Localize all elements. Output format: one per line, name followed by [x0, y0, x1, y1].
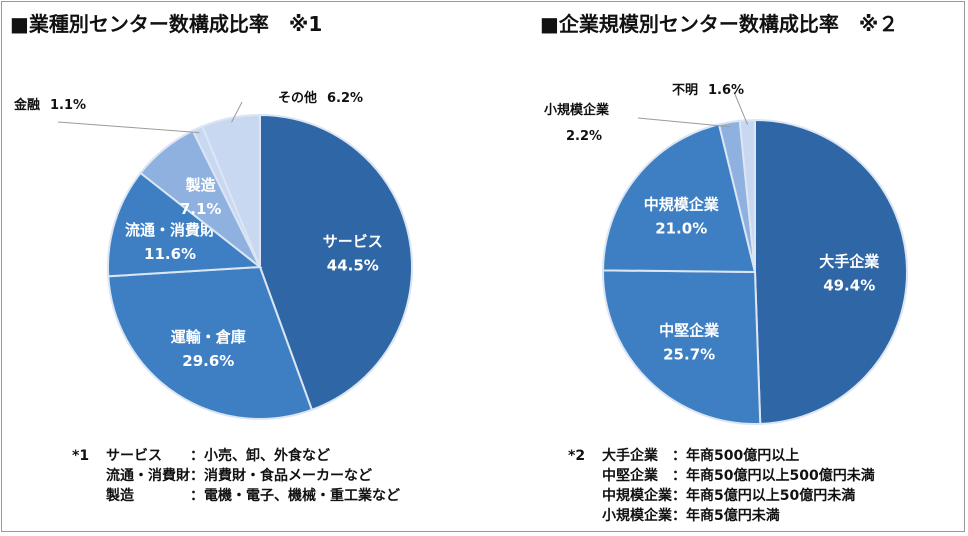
slice-value-label: 1.1%	[50, 98, 86, 113]
slice-value-label: 49.4%	[823, 276, 875, 294]
note-row: *1 サービス ：小売、卸、外食など	[72, 446, 400, 466]
note-row: 流通・消費財 ：消費財・食品メーカーなど	[72, 466, 400, 486]
note-row: 中堅企業 ：年商50億円以上500億円未満	[568, 466, 875, 486]
note-row: 製造 ：電機・電子、機械・重工業など	[72, 486, 400, 506]
pie-slice	[201, 113, 261, 268]
slice-value-label: 44.5%	[327, 257, 379, 275]
note-desc: ：消費財・食品メーカーなど	[190, 468, 372, 484]
leader-line	[733, 91, 749, 125]
note-term: 大手企業	[602, 448, 658, 464]
notes-company-size: *2 大手企業 ：年商500億円以上 中堅企業 ：年商50億円以上500億円未満…	[568, 446, 875, 526]
slice-value-label: 29.6%	[182, 352, 234, 370]
notes-industry: *1 サービス ：小売、卸、外食など 流通・消費財 ：消費財・食品メーカーなど …	[72, 446, 400, 506]
note-desc: ：小売、卸、外食など	[190, 448, 330, 464]
pie-slice	[738, 118, 756, 273]
slice-label: 不明	[672, 83, 698, 98]
note-desc: ：年商50億円以上500億円未満	[672, 468, 875, 484]
note-marker: *1	[72, 448, 90, 464]
leader-line	[231, 101, 243, 123]
slice-value-label: 6.2%	[327, 91, 363, 106]
pie-slice	[259, 113, 413, 412]
slice-value-label: 25.7%	[663, 345, 715, 363]
note-term: 中堅企業	[602, 468, 658, 484]
slice-label: 金融	[13, 97, 40, 113]
note-desc: ：電機・電子、機械・重工業など	[190, 488, 400, 504]
pie-slice	[106, 171, 263, 278]
slice-value-label: 11.6%	[144, 245, 196, 263]
note-row: 中規模企業 ：年商5億円以上50億円未満	[568, 486, 875, 506]
note-term: 中規模企業	[602, 488, 672, 504]
slice-label: 製造	[185, 176, 216, 194]
leader-line	[637, 117, 731, 128]
note-marker: *2	[568, 448, 586, 464]
note-term: サービス	[106, 448, 162, 464]
note-desc: ：年商5億円未満	[672, 508, 780, 524]
note-desc: ：年商5億円以上50億円未満	[672, 488, 856, 504]
slice-label: 流通・消費財	[125, 221, 215, 239]
note-term: 小規模企業	[602, 508, 672, 524]
slice-value-label: 7.1%	[180, 200, 222, 218]
pie-company-size: 大手企業 49.4% 中堅企業 25.7% 中規模企業 21.0% 小規模企業 2.2% 不明 1…	[544, 83, 909, 425]
pie-slice	[601, 123, 757, 274]
slice-label: その他	[278, 90, 317, 106]
pie-industry: サービス 44.5% 運輸・倉庫 29.6% 流通・消費財 11.6% 製造 7.1% 金融 1.…	[13, 90, 413, 420]
note-term: 流通・消費財	[106, 468, 190, 484]
slice-value-label: 21.0%	[655, 219, 707, 237]
leader-line	[57, 121, 200, 134]
pie-slice	[754, 118, 909, 425]
note-desc: ：年商500億円以上	[672, 448, 800, 464]
chart-title-industry: ■業種別センター数構成比率 ※1	[10, 12, 323, 36]
note-term: 製造	[106, 488, 134, 504]
note-row: 小規模企業 ：年商5億円未満	[568, 506, 875, 526]
slice-label: 中規模企業	[644, 195, 720, 213]
slice-label: 小規模企業	[544, 102, 610, 118]
pie-slice	[107, 265, 314, 420]
pie-charts-canvas: サービス 44.5% 運輸・倉庫 29.6% 流通・消費財 11.6% 製造 7.1% 金融 1.…	[13, 83, 909, 425]
slice-label: 運輸・倉庫	[171, 328, 246, 346]
slice-label: 大手企業	[819, 252, 880, 270]
slice-value-label: 2.2%	[566, 129, 602, 144]
slice-value-label: 1.6%	[708, 83, 744, 98]
slice-label: 中堅企業	[659, 321, 720, 339]
pie-slice	[602, 269, 762, 425]
chart-title-company-size: ■企業規模別センター数構成比率 ※２	[540, 12, 899, 36]
slice-label: サービス	[323, 233, 383, 251]
note-row: *2 大手企業 ：年商500億円以上	[568, 446, 875, 466]
